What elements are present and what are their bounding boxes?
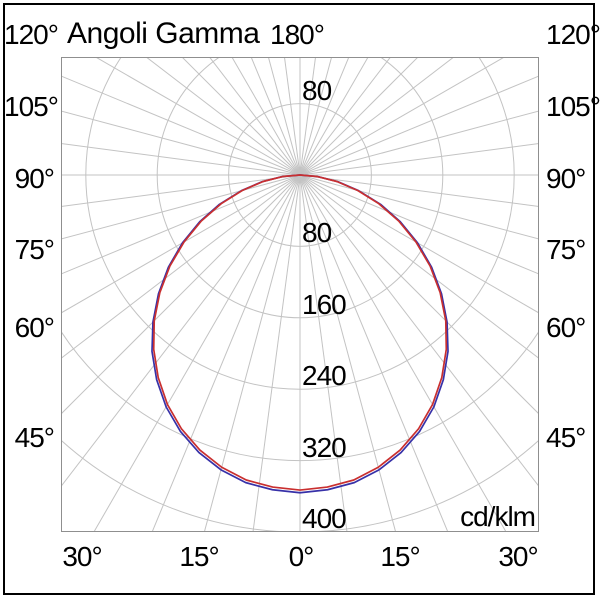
gamma-label-bottom-right-30: 30° <box>498 541 538 572</box>
gamma-label-bottom-right-15: 15° <box>380 541 420 572</box>
gamma-label-bottom-left-30: 30° <box>62 541 102 572</box>
chart-title: Angoli Gamma <box>67 17 260 50</box>
gamma-label-left-90: 90° <box>14 163 55 194</box>
gamma-label-left-45: 45° <box>14 422 55 453</box>
gamma-label-bottom-left-15: 15° <box>179 541 219 572</box>
ring-label-320: 320 <box>302 432 347 463</box>
gamma-label-right-75: 75° <box>546 234 586 265</box>
ring-label-80-upper: 80 <box>302 75 332 106</box>
gamma-label-top-right-120: 120° <box>546 19 600 50</box>
gamma-label-bottom-0: 0° <box>288 541 315 572</box>
gamma-label-right-45: 45° <box>546 422 586 453</box>
ring-label-160: 160 <box>302 289 347 320</box>
gamma-label-right-90: 90° <box>546 163 586 194</box>
ring-label-240: 240 <box>302 360 347 391</box>
ring-label-400: 400 <box>302 503 347 534</box>
gamma-label-left-105: 105° <box>4 91 59 122</box>
gamma-label-top-180: 180° <box>270 19 325 50</box>
gamma-label-top-left-120: 120° <box>4 19 59 50</box>
gamma-label-left-75: 75° <box>14 234 55 265</box>
gamma-label-right-105: 105° <box>546 91 600 122</box>
ring-label-80: 80 <box>302 217 332 248</box>
unit-label: cd/klm <box>460 501 536 532</box>
gamma-label-left-60: 60° <box>14 312 55 343</box>
gamma-label-right-60: 60° <box>546 312 586 343</box>
